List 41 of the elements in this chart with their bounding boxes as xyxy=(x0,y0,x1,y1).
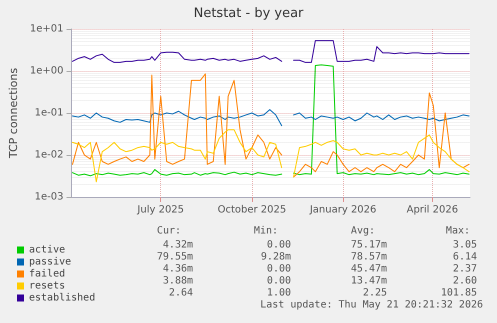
text: 4.36m xyxy=(162,264,194,274)
chart-title: Netstat - by year xyxy=(194,6,304,21)
text: 13.47m xyxy=(350,276,387,286)
text: Last update: Thu May 21 20:21:32 2026 xyxy=(260,300,484,310)
text: 4.32m xyxy=(162,240,194,250)
text: 78.57m xyxy=(350,252,387,262)
x-tick-label: July 2025 xyxy=(136,204,184,216)
y-tick-label: 1e+00 xyxy=(30,66,64,76)
y-tick-label: 1e-03 xyxy=(34,192,64,202)
text: Avg: xyxy=(350,226,376,236)
text: 0.00 xyxy=(266,276,292,286)
text: 79.55m xyxy=(156,252,193,262)
text: 0.00 xyxy=(266,264,292,274)
text: 6.14 xyxy=(452,252,478,262)
x-tick-label: January 2026 xyxy=(308,204,376,216)
text: 2.64 xyxy=(168,288,194,298)
text: Cur: xyxy=(156,226,182,236)
text: 45.47m xyxy=(350,264,387,274)
text: 0.00 xyxy=(266,240,292,250)
legend-label: active xyxy=(29,244,66,256)
legend-label: failed xyxy=(29,268,66,280)
legend-label: established xyxy=(29,292,96,304)
text: 2.60 xyxy=(452,276,478,286)
text: 1.00 xyxy=(266,288,292,298)
text: 9.28m xyxy=(260,252,292,262)
text: 2.37 xyxy=(452,264,478,274)
text: Max: xyxy=(446,226,470,236)
text: 3.05 xyxy=(452,240,478,250)
x-tick-label: October 2025 xyxy=(218,204,286,216)
text: Min: xyxy=(254,226,278,236)
text: 75.17m xyxy=(350,240,387,250)
y-tick-label: 1e-02 xyxy=(34,150,64,160)
legend-label: resets xyxy=(29,280,66,292)
text: 3.88m xyxy=(162,276,194,286)
y-tick-label: 1e+01 xyxy=(30,24,64,34)
legend-label: passive xyxy=(29,256,72,268)
text: 101.85 xyxy=(440,288,477,298)
y-tick-label: 1e-01 xyxy=(34,108,64,118)
text: 2.25 xyxy=(362,288,388,298)
y-axis-title: TCP connections xyxy=(7,68,20,160)
x-tick-label: April 2026 xyxy=(406,204,458,216)
